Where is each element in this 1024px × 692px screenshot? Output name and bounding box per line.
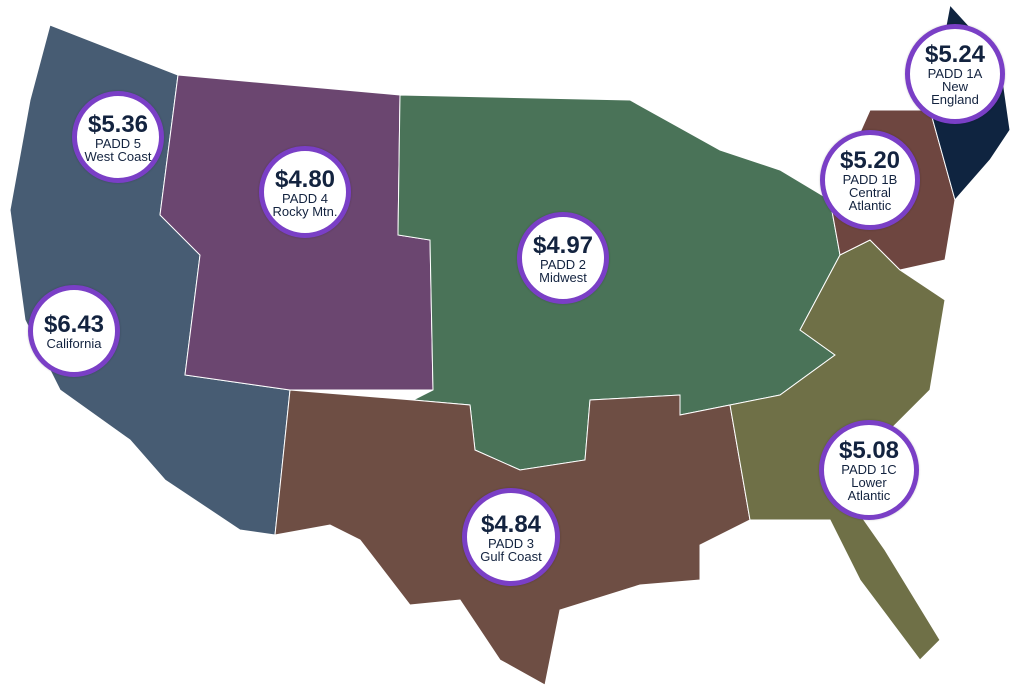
label: PADD 3 xyxy=(488,535,534,551)
price: $4.84 xyxy=(480,510,542,538)
price: $5.20 xyxy=(839,147,901,174)
badge-padd4: $4.80 PADD 4 Rocky Mtn. xyxy=(259,146,351,238)
label: PADD 1A xyxy=(927,66,983,81)
label: Central Atlantic xyxy=(848,185,892,213)
price: $6.43 xyxy=(43,311,105,338)
badge-padd2: $4.97 PADD 2 Midwest xyxy=(517,212,609,304)
price: $5.24 xyxy=(924,41,986,68)
badge-padd1c: $5.08 PADD 1C Lower Atlantic xyxy=(819,420,919,520)
label: PADD 1C xyxy=(841,462,897,477)
label: PADD 4 xyxy=(282,190,328,206)
badge-padd5: $5.36 PADD 5 West Coast xyxy=(72,91,164,183)
label: California xyxy=(46,336,102,351)
label: Rocky Mtn. xyxy=(272,203,338,219)
badge-padd3: $4.84 PADD 3 Gulf Coast xyxy=(462,488,560,586)
label: PADD 1B xyxy=(842,172,898,187)
label: Gulf Coast xyxy=(480,548,542,564)
label: West Coast xyxy=(84,148,152,164)
badge-california: $6.43 California xyxy=(28,285,120,377)
price: $4.97 xyxy=(532,231,594,259)
price: $4.80 xyxy=(274,165,336,193)
badge-padd1b: $5.20 PADD 1B Central Atlantic xyxy=(820,130,920,230)
label: PADD 2 xyxy=(540,256,586,272)
label: PADD 5 xyxy=(95,135,141,151)
label: Midwest xyxy=(539,269,587,285)
label: Lower Atlantic xyxy=(847,475,891,503)
price: $5.08 xyxy=(838,437,900,464)
price: $5.36 xyxy=(87,110,149,138)
badge-padd1a: $5.24 PADD 1A New England xyxy=(905,24,1005,124)
label: New England xyxy=(931,79,979,107)
